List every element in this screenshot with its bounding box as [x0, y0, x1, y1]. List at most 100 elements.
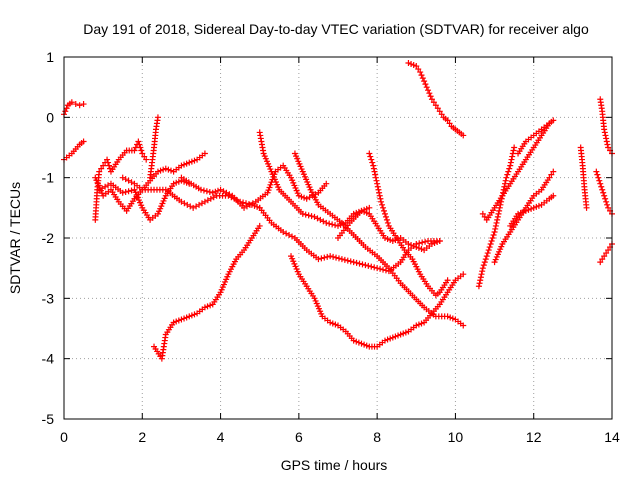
- data-point: [528, 205, 535, 212]
- data-point: [423, 84, 430, 91]
- data-point: [379, 201, 386, 208]
- data-point: [417, 69, 424, 76]
- data-point: [361, 341, 368, 348]
- data-point: [191, 157, 198, 164]
- data-point: [201, 150, 208, 157]
- data-point: [436, 238, 443, 245]
- data-point: [80, 101, 87, 108]
- y-tick-label: -2: [42, 230, 55, 246]
- data-point: [340, 220, 347, 227]
- data-point: [365, 262, 372, 269]
- data-point: [338, 256, 345, 263]
- data-point: [603, 138, 610, 145]
- data-point: [376, 189, 383, 196]
- series-arc-02: [61, 138, 87, 163]
- data-point: [198, 186, 204, 193]
- data-point: [96, 168, 103, 175]
- data-point: [507, 162, 514, 169]
- data-point: [264, 189, 271, 196]
- data-point: [460, 132, 467, 139]
- data-point: [256, 222, 263, 229]
- data-point: [201, 304, 208, 311]
- data-point: [495, 210, 502, 217]
- data-point: [601, 129, 608, 136]
- data-point: [510, 147, 517, 154]
- data-point: [413, 322, 420, 329]
- data-point: [491, 228, 498, 235]
- data-point: [428, 241, 435, 248]
- data-point: [449, 315, 456, 322]
- data-point: [415, 321, 422, 328]
- data-point: [405, 241, 412, 248]
- data-point: [392, 333, 399, 340]
- data-point: [503, 174, 510, 181]
- data-point: [378, 198, 385, 205]
- data-point: [353, 338, 360, 345]
- data-point: [410, 62, 417, 69]
- chart-title: Day 191 of 2018, Sidereal Day-to-day VTE…: [83, 21, 589, 37]
- data-layer: [61, 60, 615, 362]
- data-point: [489, 235, 496, 241]
- data-point: [374, 183, 381, 190]
- x-axis-label: GPS time / hours: [281, 457, 388, 473]
- data-point: [490, 231, 497, 238]
- data-point: [504, 171, 511, 178]
- data-point: [377, 195, 384, 202]
- data-point: [413, 63, 420, 70]
- data-point: [444, 277, 451, 284]
- data-point: [422, 238, 429, 245]
- data-point: [368, 263, 375, 270]
- data-point: [550, 117, 557, 124]
- data-point: [478, 271, 485, 278]
- data-point: [209, 189, 216, 196]
- data-point: [434, 105, 441, 112]
- data-point: [483, 253, 490, 260]
- data-point: [371, 168, 378, 175]
- data-point: [447, 314, 454, 321]
- series-arc-17: [475, 144, 518, 290]
- data-point: [299, 210, 306, 217]
- data-point: [583, 204, 590, 211]
- data-point: [383, 216, 390, 223]
- data-point: [361, 206, 368, 213]
- data-point: [603, 198, 610, 205]
- data-point: [154, 114, 161, 121]
- data-point: [535, 202, 542, 209]
- data-point: [125, 188, 132, 195]
- series-arc-21: [507, 192, 557, 229]
- data-point: [372, 174, 379, 181]
- data-point: [347, 258, 354, 265]
- data-point: [601, 192, 608, 199]
- data-point: [550, 192, 557, 199]
- data-point: [428, 96, 435, 103]
- data-point: [302, 211, 309, 218]
- data-point: [597, 180, 604, 187]
- data-point: [178, 316, 185, 323]
- data-point: [329, 320, 336, 327]
- data-point: [408, 61, 415, 68]
- data-point: [550, 168, 557, 175]
- data-point: [600, 189, 607, 196]
- data-point: [603, 135, 610, 142]
- data-point: [175, 317, 182, 324]
- y-tick-label: 0: [46, 109, 54, 125]
- data-point: [444, 313, 451, 320]
- data-point: [605, 144, 612, 151]
- series-arc-20: [515, 117, 557, 157]
- data-point: [173, 179, 180, 186]
- data-point: [131, 147, 138, 154]
- data-point: [136, 141, 143, 148]
- data-point: [62, 108, 69, 115]
- data-point: [154, 168, 161, 175]
- data-point: [496, 207, 503, 214]
- data-point: [603, 250, 610, 257]
- data-point: [384, 236, 391, 243]
- data-point: [419, 239, 426, 246]
- data-point: [301, 194, 308, 201]
- data-point: [492, 222, 499, 229]
- data-point: [183, 314, 190, 321]
- data-point: [332, 321, 339, 328]
- data-point: [207, 302, 214, 309]
